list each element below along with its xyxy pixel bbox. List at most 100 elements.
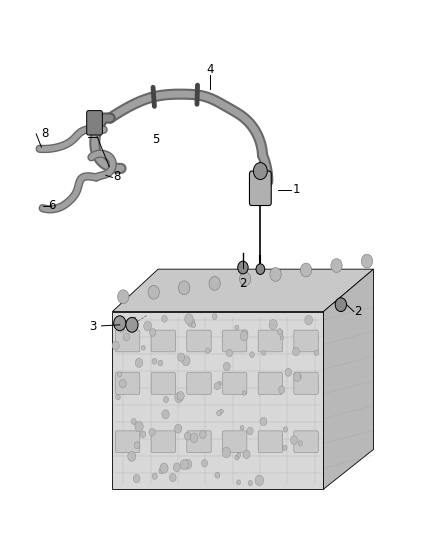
Circle shape [163,397,169,402]
Circle shape [247,427,253,435]
Circle shape [205,348,210,353]
Text: 2: 2 [354,305,362,318]
Text: 4: 4 [207,63,214,76]
Circle shape [190,433,198,442]
Circle shape [185,314,193,324]
Circle shape [191,322,196,327]
Circle shape [280,336,284,340]
Circle shape [141,431,146,438]
Circle shape [201,459,208,467]
Circle shape [335,298,346,312]
Text: 8: 8 [113,170,120,183]
Circle shape [279,386,285,393]
FancyBboxPatch shape [151,373,176,394]
Circle shape [160,463,168,473]
Circle shape [283,445,287,450]
Circle shape [212,314,217,320]
Circle shape [255,475,264,486]
Circle shape [149,329,156,336]
Circle shape [277,329,282,335]
Circle shape [178,353,184,361]
FancyBboxPatch shape [187,373,211,394]
Circle shape [262,351,265,356]
Circle shape [135,358,143,367]
Polygon shape [113,269,374,312]
Circle shape [217,410,221,416]
Circle shape [283,427,288,432]
Circle shape [250,352,254,358]
Circle shape [200,431,206,439]
Circle shape [135,422,143,432]
Circle shape [170,474,176,482]
Circle shape [127,451,136,462]
Circle shape [133,474,140,483]
Circle shape [240,332,248,341]
Circle shape [256,264,265,274]
Circle shape [123,333,130,341]
FancyBboxPatch shape [294,373,318,394]
Circle shape [182,356,190,366]
Circle shape [114,316,126,330]
Circle shape [159,468,164,474]
Circle shape [158,360,163,366]
Circle shape [270,268,281,281]
Circle shape [285,368,291,376]
FancyBboxPatch shape [258,373,283,394]
Circle shape [237,453,241,457]
Circle shape [235,325,239,330]
Circle shape [119,327,124,333]
FancyBboxPatch shape [116,330,140,352]
Circle shape [148,285,159,299]
FancyBboxPatch shape [294,431,318,453]
Circle shape [179,281,190,295]
Circle shape [177,392,184,400]
Circle shape [235,455,239,460]
Circle shape [253,163,267,180]
Circle shape [243,450,250,458]
Circle shape [240,425,244,430]
Circle shape [173,463,180,472]
Text: 1: 1 [293,183,300,196]
FancyBboxPatch shape [187,431,211,453]
Circle shape [237,480,240,485]
FancyBboxPatch shape [294,330,318,352]
Circle shape [180,459,188,470]
Text: 6: 6 [48,199,55,212]
Circle shape [296,373,301,379]
Circle shape [152,473,157,479]
Circle shape [305,316,312,325]
Text: 3: 3 [89,320,96,333]
Text: 5: 5 [152,133,159,146]
Circle shape [331,259,342,272]
Circle shape [269,319,277,329]
Circle shape [131,418,136,424]
Polygon shape [323,269,374,489]
Circle shape [300,263,312,277]
Circle shape [240,272,251,286]
Circle shape [116,394,120,400]
Circle shape [238,261,248,274]
FancyBboxPatch shape [151,330,176,352]
FancyBboxPatch shape [87,111,102,135]
Circle shape [242,330,248,337]
Text: 8: 8 [41,127,49,140]
Circle shape [134,442,140,449]
Circle shape [220,409,223,414]
Circle shape [298,441,303,446]
Circle shape [117,290,129,304]
FancyBboxPatch shape [258,431,283,453]
Circle shape [215,472,220,478]
Circle shape [117,372,122,377]
FancyBboxPatch shape [116,373,140,394]
Circle shape [187,318,195,327]
FancyBboxPatch shape [187,330,211,352]
Circle shape [162,410,169,419]
Circle shape [293,348,300,356]
Circle shape [314,350,319,356]
FancyBboxPatch shape [223,431,247,453]
Circle shape [209,277,220,290]
FancyBboxPatch shape [116,431,140,453]
Circle shape [214,382,220,390]
Circle shape [218,381,222,386]
Circle shape [226,350,233,357]
